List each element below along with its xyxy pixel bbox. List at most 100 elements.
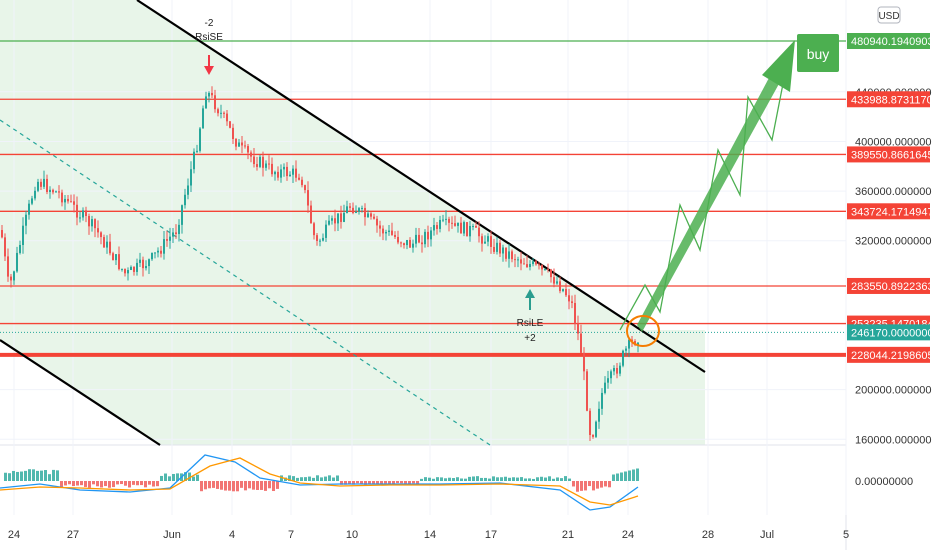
breakout-highlight-circle: [626, 315, 660, 347]
candle-body: [472, 226, 474, 228]
candle-body: [190, 169, 192, 186]
candle-body: [241, 142, 243, 146]
candle-body: [73, 201, 75, 205]
y-tick-label: 200000.00000000: [855, 385, 932, 397]
candle-body: [541, 265, 543, 270]
candle-body: [631, 339, 633, 342]
macd-histogram-bar: [240, 481, 243, 488]
currency-badge[interactable]: [877, 6, 901, 24]
macd-histogram-bar: [140, 481, 143, 486]
candle-body: [610, 371, 612, 379]
macd-histogram-bar: [496, 477, 499, 481]
macd-histogram-bar: [400, 481, 403, 484]
macd-histogram-bar: [564, 476, 567, 481]
candle-body: [559, 281, 561, 292]
macd-histogram-bar: [552, 478, 555, 481]
macd-histogram-bar: [536, 477, 539, 481]
candle-body: [529, 264, 531, 268]
projection[interactable]: buy: [619, 34, 839, 347]
candle-body: [412, 243, 414, 248]
macd-histogram-bar: [484, 477, 487, 481]
candle-body: [514, 259, 516, 261]
candle-body: [235, 138, 237, 147]
candle-body: [322, 237, 324, 241]
macd-histogram-bar: [40, 470, 43, 481]
candle-body: [409, 239, 411, 248]
x-tick-label: Jun: [163, 529, 181, 541]
candle-body: [622, 350, 624, 366]
candle-body: [205, 96, 207, 109]
macd-histogram-bar: [260, 481, 263, 490]
macd-histogram-bar: [376, 481, 379, 484]
candle-body: [310, 205, 312, 224]
candle-body: [124, 268, 126, 274]
candle-body: [442, 219, 444, 221]
candle-body: [496, 242, 498, 252]
candle-body: [82, 210, 84, 218]
candle-body: [85, 210, 87, 217]
macd-histogram-bar: [340, 481, 343, 485]
macd-histogram-bar: [324, 476, 327, 481]
macd-histogram-bar: [628, 470, 631, 481]
price-axis[interactable]: 440000.00000000400000.00000000360000.000…: [847, 33, 932, 488]
macd-histogram-bar: [64, 481, 67, 486]
candle-body: [421, 242, 423, 245]
macd-histogram-bar: [200, 481, 203, 492]
candle-body: [109, 241, 111, 254]
macd-histogram-bar: [596, 481, 599, 489]
candle-body: [577, 323, 579, 334]
macd-histogram-bar: [392, 481, 395, 485]
macd-histogram-bar: [636, 468, 639, 481]
candle-body: [211, 92, 213, 96]
macd-histogram-bar: [440, 477, 443, 481]
candle-body: [193, 151, 195, 170]
candle-body: [475, 226, 477, 228]
y-tick-label: 360000.00000000: [855, 186, 932, 198]
horizontal-levels[interactable]: [0, 40, 846, 357]
candle-body: [100, 232, 102, 238]
candle-body: [91, 219, 93, 227]
macd-histogram-bar: [448, 477, 451, 481]
x-tick-label: 24: [622, 529, 634, 541]
candle-body: [184, 194, 186, 206]
candle-body: [619, 365, 621, 374]
candle-body: [226, 113, 228, 122]
macd-histogram-bar: [280, 475, 283, 481]
candles: [1, 86, 639, 441]
macd-histogram-bar: [544, 477, 547, 481]
candle-body: [64, 198, 66, 203]
currency-label: USD: [878, 11, 899, 22]
macd-histogram-bar: [404, 481, 407, 484]
channel-midline: [0, 119, 491, 446]
candle-body: [244, 145, 246, 147]
candle-body: [70, 201, 72, 203]
signals: -2 RsiSE RsiLE +2: [195, 18, 544, 344]
time-axis[interactable]: 24 27 Jun 4 7 10 14 17 21 24 28 Jul 5: [8, 529, 849, 541]
x-tick-label: 10: [346, 529, 358, 541]
macd-histogram-bar: [60, 481, 63, 488]
candle-body: [151, 252, 153, 260]
macd-histogram-bar: [192, 476, 195, 481]
candle-body: [13, 271, 15, 281]
candle-body: [379, 225, 381, 229]
candle-body: [520, 259, 522, 264]
macd-histogram-bar: [436, 477, 439, 481]
candle-body: [553, 277, 555, 284]
trendlines[interactable]: [0, 0, 706, 446]
candle-body: [508, 251, 510, 259]
candle-body: [454, 223, 456, 226]
candle-body: [97, 228, 99, 233]
candle-body: [136, 262, 138, 272]
candle-body: [424, 231, 426, 245]
lower-trendline: [0, 339, 161, 446]
macd-histogram-bar: [408, 481, 411, 485]
macd-histogram-bar: [360, 481, 363, 484]
x-tick-label: 21: [562, 529, 574, 541]
price-level-label: 433988.87311703: [851, 94, 932, 106]
macd-histogram-bar: [216, 481, 219, 489]
candle-body: [28, 203, 30, 215]
candle-body: [328, 220, 330, 225]
x-tick-label: 7: [288, 529, 294, 541]
macd-histogram-bar: [4, 472, 7, 481]
